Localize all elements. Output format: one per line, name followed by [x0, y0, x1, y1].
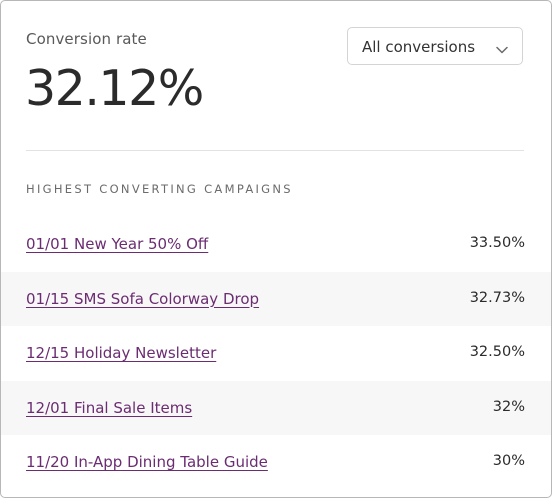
section-divider [26, 150, 524, 151]
metric-value: 32.12% [25, 60, 204, 117]
campaign-rate: 33.50% [469, 235, 525, 251]
campaign-rate: 32.73% [469, 289, 525, 306]
conversions-filter-dropdown[interactable]: All conversions [347, 27, 523, 65]
metric-label: Conversion rate [26, 30, 147, 48]
campaign-rate: 32.50% [469, 344, 525, 360]
campaign-row: 01/01 New Year 50% Off 33.50% [1, 217, 551, 272]
campaign-link[interactable]: 12/15 Holiday Newsletter [26, 344, 217, 362]
campaign-link[interactable]: 12/01 Final Sale Items [26, 398, 193, 417]
campaign-rate: 30% [492, 453, 525, 469]
dropdown-selected-label: All conversions [362, 38, 476, 56]
section-heading: HIGHEST CONVERTING CAMPAIGNS [26, 182, 293, 196]
campaign-link[interactable]: 01/01 New Year 50% Off [26, 235, 209, 253]
campaign-link[interactable]: 01/15 SMS Sofa Colorway Drop [26, 289, 260, 308]
campaign-row: 11/20 In-App Dining Table Guide 30% [1, 435, 551, 490]
campaign-link[interactable]: 11/20 In-App Dining Table Guide [26, 453, 268, 471]
chevron-down-icon [496, 40, 508, 54]
campaign-row: 12/01 Final Sale Items 32% [1, 380, 551, 435]
campaign-row: 01/15 SMS Sofa Colorway Drop 32.73% [1, 271, 551, 326]
campaign-row: 12/15 Holiday Newsletter 32.50% [1, 326, 551, 381]
campaign-rate: 32% [492, 398, 525, 415]
campaign-list: 01/01 New Year 50% Off 33.50% 01/15 SMS … [1, 217, 551, 490]
